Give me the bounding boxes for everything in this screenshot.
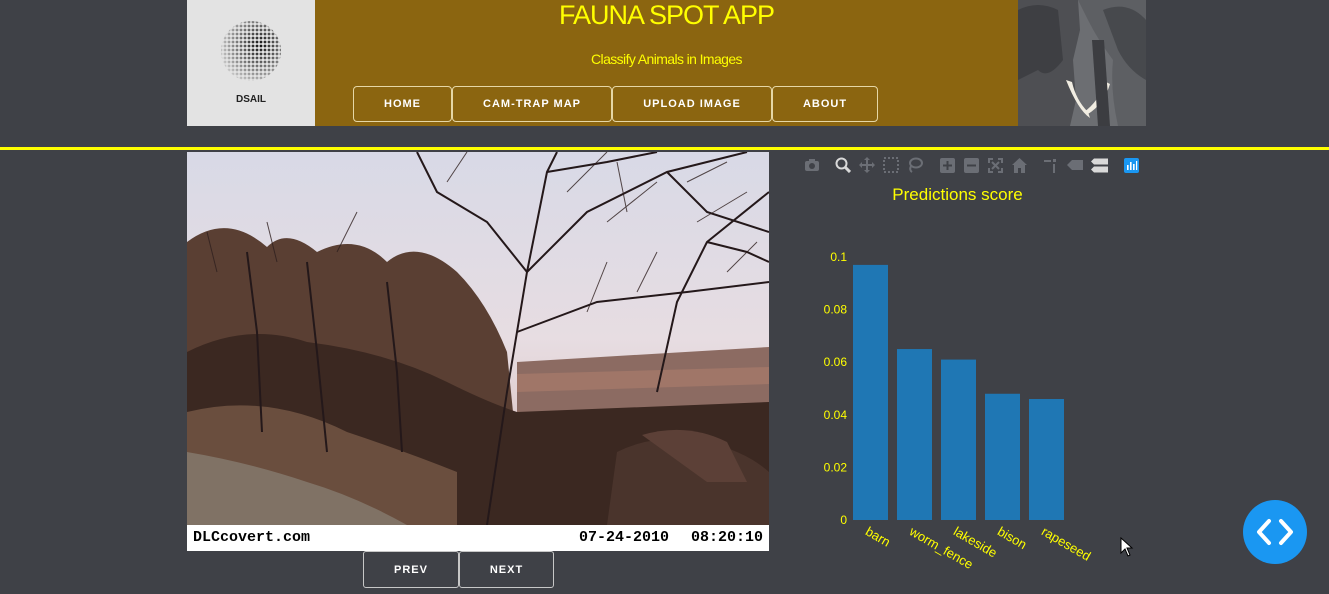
header-divider (0, 147, 1329, 150)
bar-lakeside[interactable] (941, 359, 976, 520)
logo-label: DSAIL (236, 94, 266, 105)
plotly-logo-icon[interactable] (1122, 156, 1140, 174)
hover-compare-icon[interactable] (1090, 156, 1108, 174)
capture-date: 07-24-2010 (579, 529, 670, 546)
camera-trap-image: DLCcovert.com 07-24-2010 08:20:10 (187, 152, 769, 551)
zoom-out-icon[interactable] (962, 156, 980, 174)
x-tick-label: bison (995, 524, 1029, 553)
mouse-cursor-icon (1120, 537, 1134, 557)
y-tick-label: 0.08 (824, 303, 848, 317)
app-subtitle: Classify Animals in Images (591, 51, 743, 67)
spike-lines-icon[interactable] (1040, 156, 1058, 174)
app-header: DSAIL FAUNA SPOT APP Classify Animals in… (187, 0, 1146, 126)
bar-rapeseed[interactable] (1029, 399, 1064, 520)
x-tick-label: rapeseed (1039, 524, 1093, 564)
autoscale-icon[interactable] (986, 156, 1004, 174)
zoom-in-icon[interactable] (938, 156, 956, 174)
x-tick-label: barn (863, 524, 893, 550)
lasso-select-icon[interactable] (906, 156, 924, 174)
pan-icon[interactable] (858, 156, 876, 174)
y-tick-label: 0.1 (830, 250, 847, 264)
y-tick-label: 0.06 (824, 355, 848, 369)
chart-title: Predictions score (892, 185, 1023, 204)
bar-barn[interactable] (853, 264, 888, 520)
nav-about-button[interactable]: ABOUT (772, 86, 878, 122)
zoom-icon[interactable] (834, 156, 852, 174)
next-button[interactable]: NEXT (459, 551, 554, 588)
nav-upload-image-button[interactable]: UPLOAD IMAGE (612, 86, 772, 122)
nav-cam-trap-map-button[interactable]: CAM-TRAP MAP (452, 86, 612, 122)
y-tick-label: 0.04 (824, 408, 848, 422)
capture-time: 08:20:10 (691, 529, 764, 546)
box-select-icon[interactable] (882, 156, 900, 174)
camera-icon[interactable] (803, 156, 821, 174)
y-tick-label: 0 (840, 513, 847, 527)
y-tick-label: 0.02 (824, 460, 848, 474)
code-icon (1257, 519, 1293, 545)
reset-axes-icon[interactable] (1010, 156, 1028, 174)
watermark-text: DLCcovert.com (193, 529, 311, 546)
dsail-logo: DSAIL (187, 0, 315, 126)
app-title: FAUNA SPOT APP (558, 0, 775, 30)
halftone-globe-icon (219, 16, 283, 88)
hover-closest-icon[interactable] (1066, 156, 1084, 174)
nav-home-button[interactable]: HOME (353, 86, 452, 122)
prev-button[interactable]: PREV (363, 551, 459, 588)
bar-worm_fence[interactable] (897, 349, 932, 520)
image-timestamp-bar: DLCcovert.com 07-24-2010 08:20:10 (187, 525, 769, 551)
code-toggle-button[interactable] (1243, 500, 1307, 564)
elephant-image (1018, 0, 1146, 126)
bar-bison[interactable] (985, 393, 1020, 520)
